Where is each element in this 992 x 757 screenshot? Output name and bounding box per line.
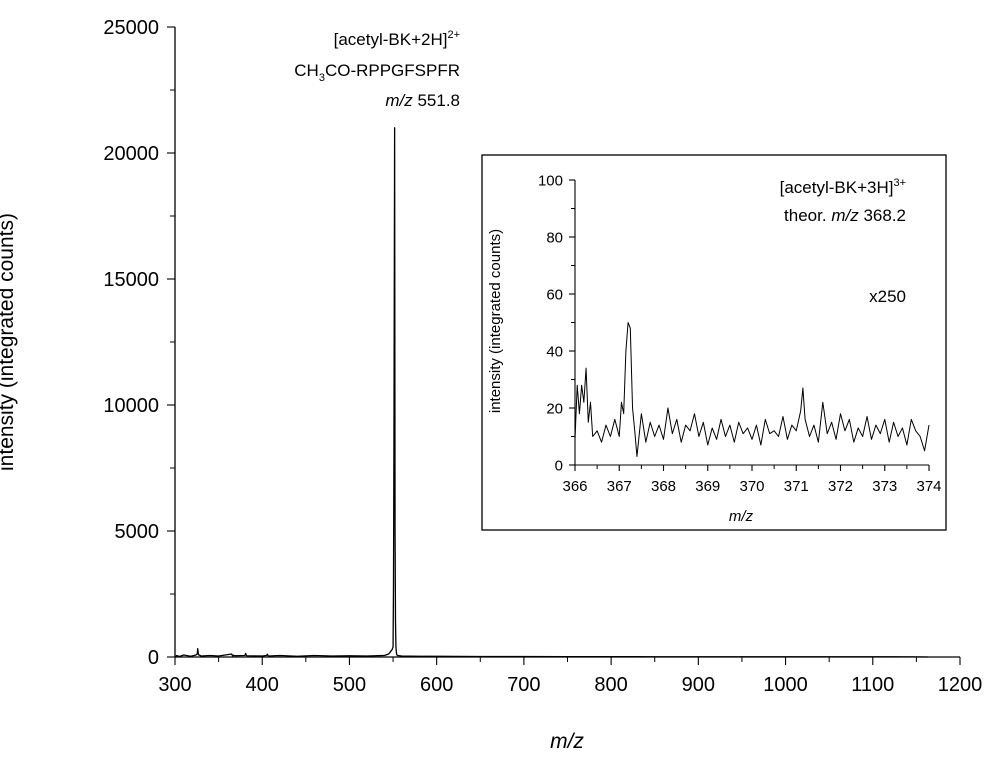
x-tick-label: 1000 [763,674,808,696]
y-tick-label: 10000 [103,395,159,417]
x-tick-label: 400 [246,674,279,696]
y-tick-label: 100 [538,172,563,189]
inset-ticks: 366 367 368 369 370 371 372 373 374 0 20 40 60 80 100 [538,172,942,495]
inset-plot: 366 367 368 369 370 371 372 373 374020406080100 … [481,154,947,531]
y-tick-label: 0 [148,647,159,669]
spectrum-line [574,322,930,457]
x-tick-label: 370 [739,478,764,495]
x-tick-label: 373 [872,478,897,495]
inset-frame [481,154,947,531]
x-tick-label: 366 [562,478,587,495]
x-tick-label: 300 [158,674,191,696]
inset-x-axis-label: m/z [729,508,754,525]
main-annotation-line3: m/z 551.8 [385,91,460,110]
inset-annotation: [acetyl-BK+3H]3+ theor. m/z 368.2 x250 [780,177,906,306]
x-tick-label: 600 [420,674,453,696]
y-tick-label: 0 [555,457,563,474]
y-tick-label: 5000 [115,521,160,543]
spectrum-line [174,127,928,658]
main-peak-annotation: [acetyl-BK+2H]2+ CH3CO-RPPGFSPFR m/z 551… [294,29,460,110]
x-tick-label: 800 [594,674,627,696]
x-tick-label: 1100 [851,674,894,696]
x-tick-label: 1200 [938,674,983,696]
x-tick-label: 700 [507,674,540,696]
x-tick-label: 900 [682,674,715,696]
inset-y-axis-label: intensity (integrated counts) [487,229,504,413]
y-tick-label: 40 [546,343,563,360]
x-tick-label: 367 [607,478,632,495]
main-series [174,127,928,658]
inset-series [574,322,930,457]
y-tick-label: 15000 [103,269,159,291]
main-ticks: 300 400 500 600 700 800 900 1000 1100 12000500010… [103,17,982,696]
x-tick-label: 372 [828,478,853,495]
y-tick-label: 60 [546,286,563,303]
x-tick-label: 369 [695,478,720,495]
inset-scale-label: x250 [869,287,906,306]
main-y-axis-label: intensity (integrated counts) [0,213,18,471]
x-tick-label: 500 [333,674,366,696]
x-tick-label: 371 [784,478,809,495]
main-plot: 300 400 500 600 700 800 900 1000 1100 12000500010… [0,17,982,753]
inset-annotation-line2: theor. m/z 368.2 [784,206,906,225]
x-tick-label: 374 [916,478,941,495]
x-tick-label: 368 [651,478,676,495]
inset-annotation-line1: [acetyl-BK+3H]3+ [780,177,906,197]
main-annotation-line1: [acetyl-BK+2H]2+ [334,29,460,49]
y-tick-label: 25000 [103,17,159,39]
y-tick-label: 80 [546,229,563,246]
main-annotation-line2: CH3CO-RPPGFSPFR [294,61,460,84]
y-tick-label: 20 [546,400,563,417]
main-x-axis-label: m/z [550,730,584,753]
y-tick-label: 20000 [103,143,159,165]
